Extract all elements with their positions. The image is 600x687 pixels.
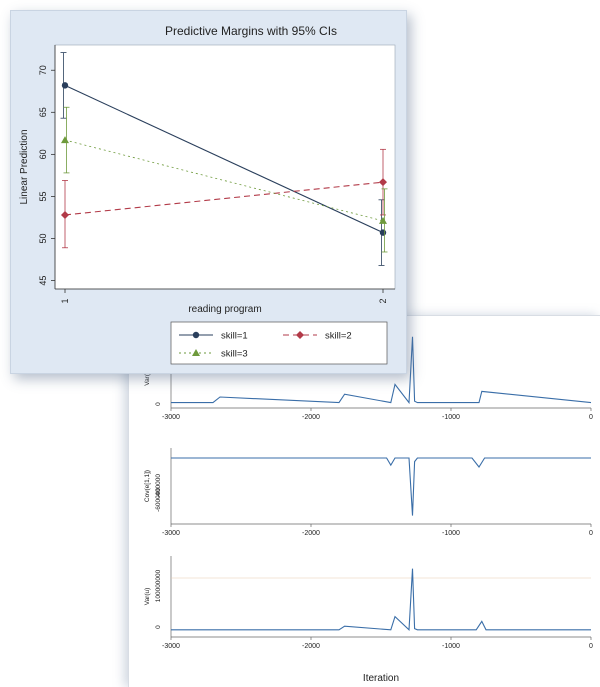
y-tick-label: 50 (38, 234, 48, 244)
panel-y-tick-label: -400000 (155, 474, 162, 498)
y-tick-label: 70 (38, 65, 48, 75)
x-tick-label: -1000 (442, 530, 460, 537)
legend-marker (192, 349, 200, 356)
legend-label: skill=1 (221, 331, 248, 342)
trace-line (171, 457, 591, 516)
legend-marker (192, 331, 200, 339)
x-tick-label: 0 (589, 530, 593, 537)
trace-plots: -3000 -2000 -1000 0 Var(e) 0 -3000 -2000 -1000 0 C… (144, 336, 593, 684)
legend-label: skill=3 (221, 349, 248, 360)
panel-y-label: Cov(e[1,1]) (144, 470, 151, 502)
x-tick-label: -1000 (442, 643, 460, 650)
x-tick-label: 2 (378, 298, 388, 303)
data-point (61, 210, 69, 219)
x-tick-label: -3000 (162, 530, 180, 537)
y-tick-label: 65 (38, 107, 48, 117)
x-tick-label: 1 (60, 298, 70, 303)
data-point (61, 136, 69, 144)
x-tick-label: -2000 (302, 643, 320, 650)
series-3 (61, 106, 388, 253)
panel-y-tick-label: 100000000 (155, 569, 162, 602)
panel-y-label: Var(u) (144, 588, 151, 606)
trace-line (171, 568, 591, 632)
margins-plot: Predictive Margins with 95% CIs 45 50 55 60 6… (19, 24, 396, 365)
trace-plots-card: -3000 -2000 -1000 0 Var(e) 0 -3000 -2000 -1000 0 C… (128, 315, 600, 687)
data-point (379, 229, 387, 236)
panel-y-label: Var(e) (144, 368, 151, 386)
y-tick-label: 45 (38, 276, 48, 286)
data-point (379, 178, 387, 187)
legend-marker (296, 331, 304, 339)
data-point (379, 216, 387, 224)
y-tick-label: 55 (38, 191, 48, 201)
legend-label: skill=2 (325, 331, 352, 342)
series-line (64, 181, 384, 216)
x-axis-label: Iteration (363, 673, 399, 684)
plot-area (54, 44, 396, 290)
legend-box (170, 321, 388, 365)
y-tick-label: 60 (38, 149, 48, 159)
trace-panel-2: -3000 -2000 -1000 0 Cov(e[1,1]) -400000-60000… (144, 448, 593, 537)
x-tick-label: 0 (589, 414, 593, 421)
x-tick-label: 0 (589, 643, 593, 650)
trace-panel-3: -3000 -2000 -1000 0 Var(u) 0 100000000 (144, 556, 593, 650)
legend: skill=1 skill=2 skill=3 (170, 321, 388, 365)
x-tick-label: -3000 (162, 414, 180, 421)
panel-y-tick-label: 0 (155, 625, 162, 629)
chart-title: Predictive Margins with 95% CIs (165, 24, 337, 38)
series-2 (61, 148, 387, 249)
panel-y-tick-label: 0 (155, 402, 162, 406)
margins-plot-card: Predictive Margins with 95% CIs 45 50 55 60 6… (10, 10, 407, 374)
series-line (64, 84, 384, 234)
x-tick-label: -2000 (302, 530, 320, 537)
data-point (61, 82, 69, 89)
x-tick-label: -2000 (302, 414, 320, 421)
x-tick-label: -1000 (442, 414, 460, 421)
panel-y-tick-label: -600000 (155, 488, 162, 512)
trace-line (171, 336, 592, 405)
x-axis-label: reading program (188, 304, 261, 315)
x-tick-label: -3000 (162, 643, 180, 650)
trace-panel-1: -3000 -2000 -1000 0 Var(e) 0 (144, 336, 593, 421)
y-axis-label: Linear Prediction (19, 129, 30, 204)
